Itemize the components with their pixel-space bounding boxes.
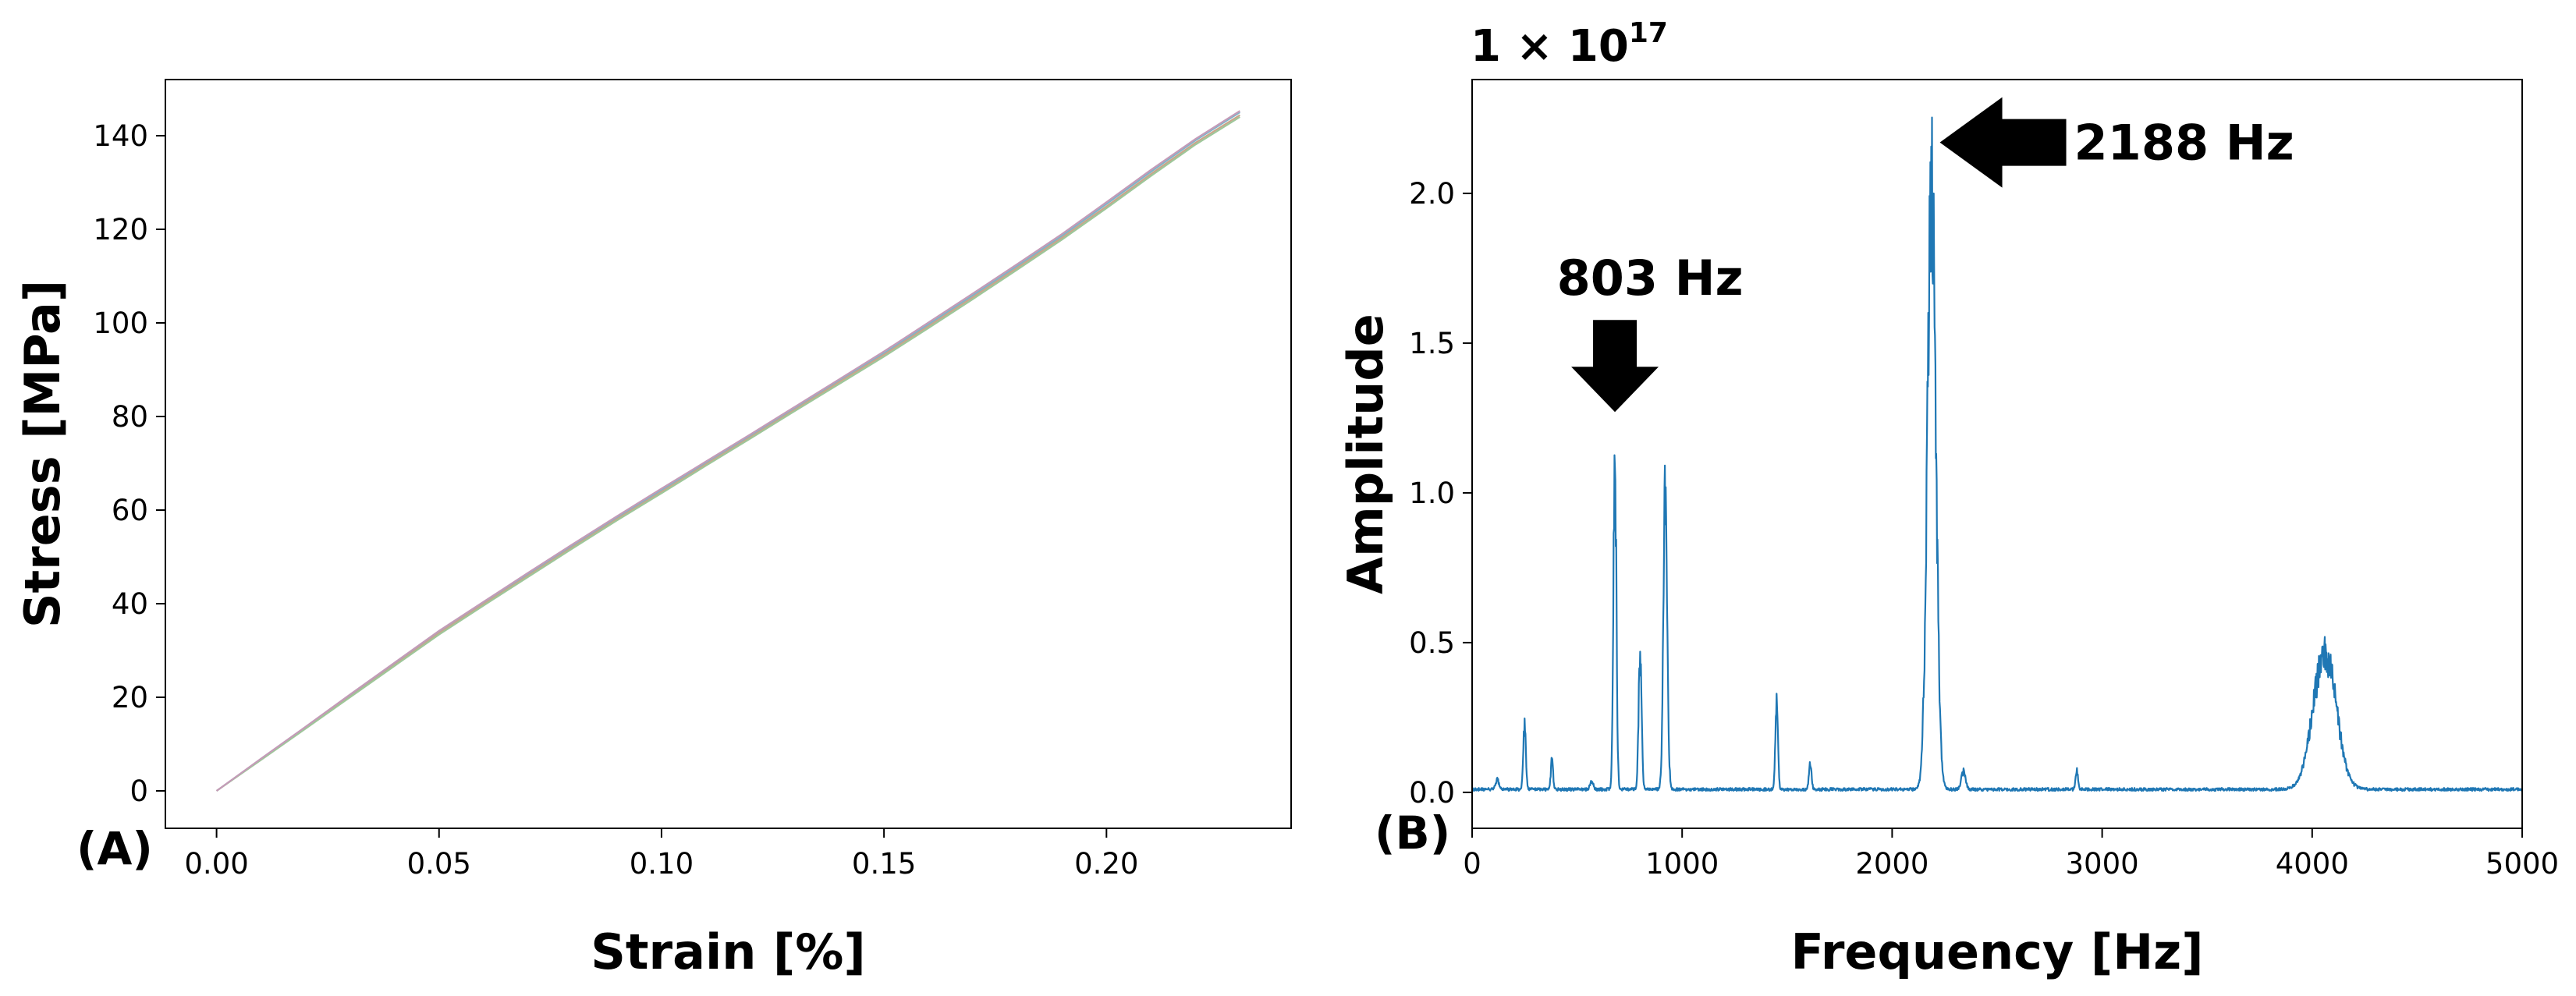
x-tick-label: 0.05 (407, 847, 471, 881)
scale-exponent: 17 (1629, 17, 1668, 49)
x-axis-ticks: 0 1000 2000 3000 4000 5000 (1463, 828, 2559, 881)
y-tick-label: 100 (93, 307, 148, 340)
peak-annotations: 803 Hz 2188 Hz (1557, 97, 2294, 413)
x-tick-label: 4000 (2276, 847, 2349, 881)
frequency-spectrum-chart: 0 1000 2000 3000 4000 5000 0.0 0.5 1.0 1.5 2.0 80… (1337, 17, 2559, 980)
y-tick-label: 120 (93, 213, 148, 246)
series-line-3 (215, 116, 1240, 792)
y-tick-label: 0.0 (1409, 776, 1455, 810)
stress-strain-chart: 0.00 0.05 0.10 0.15 0.20 020406080100120140 … (14, 79, 1292, 980)
x-tick-label: 0.10 (630, 847, 694, 881)
x-axis-ticks: 0.00 0.05 0.10 0.15 0.20 (184, 828, 1138, 881)
scale-factor: 1 × 1017 (1471, 17, 1668, 72)
x-tick-label: 2000 (1855, 847, 1928, 881)
x-tick-label: 3000 (2066, 847, 2139, 881)
y-tick-label: 40 (112, 587, 148, 621)
y-tick-label: 80 (112, 400, 148, 434)
y-tick-label: 1.0 (1409, 477, 1455, 510)
y-tick-label: 0 (130, 774, 148, 808)
y-tick-label: 1.5 (1409, 327, 1455, 360)
x-tick-label: 1000 (1645, 847, 1719, 881)
scale-base: 1 × 10 (1471, 21, 1629, 72)
y-tick-label: 0.5 (1409, 626, 1455, 660)
stress-strain-curves (215, 110, 1240, 792)
y-axis-label: Stress [MPa] (14, 280, 71, 628)
y-tick-label: 60 (112, 494, 148, 527)
y-axis-ticks: 0 20 40 60 80 100 120 140 (93, 119, 165, 808)
peak-label: 2188 Hz (2074, 115, 2294, 172)
panel-label-b: (B) (1375, 806, 1450, 860)
y-tick-label: 20 (112, 681, 148, 714)
x-tick-label: 0.00 (184, 847, 248, 881)
x-axis-label: Strain [%] (591, 923, 865, 980)
peak-label: 803 Hz (1557, 250, 1744, 307)
x-tick-label: 0.20 (1074, 847, 1138, 881)
y-tick-label: 2.0 (1409, 177, 1455, 211)
series-line-4 (215, 110, 1240, 792)
y-tick-label: 140 (93, 119, 148, 153)
spectrum-series (1471, 116, 2524, 792)
y-axis-ticks: 0.0 0.5 1.0 1.5 2.0 (1409, 177, 1472, 810)
plot-frame (1471, 79, 2523, 829)
plot-frame (165, 79, 1292, 829)
x-tick-label: 5000 (2486, 847, 2559, 881)
left-arrow-icon (1939, 97, 2067, 188)
x-tick-label: 0.15 (852, 847, 916, 881)
panel-label-a: (A) (76, 822, 153, 875)
x-axis-label: Frequency [Hz] (1790, 923, 2203, 980)
x-tick-label: 0 (1463, 847, 1481, 881)
y-axis-label: Amplitude (1337, 314, 1394, 594)
down-arrow-icon (1571, 320, 1659, 413)
